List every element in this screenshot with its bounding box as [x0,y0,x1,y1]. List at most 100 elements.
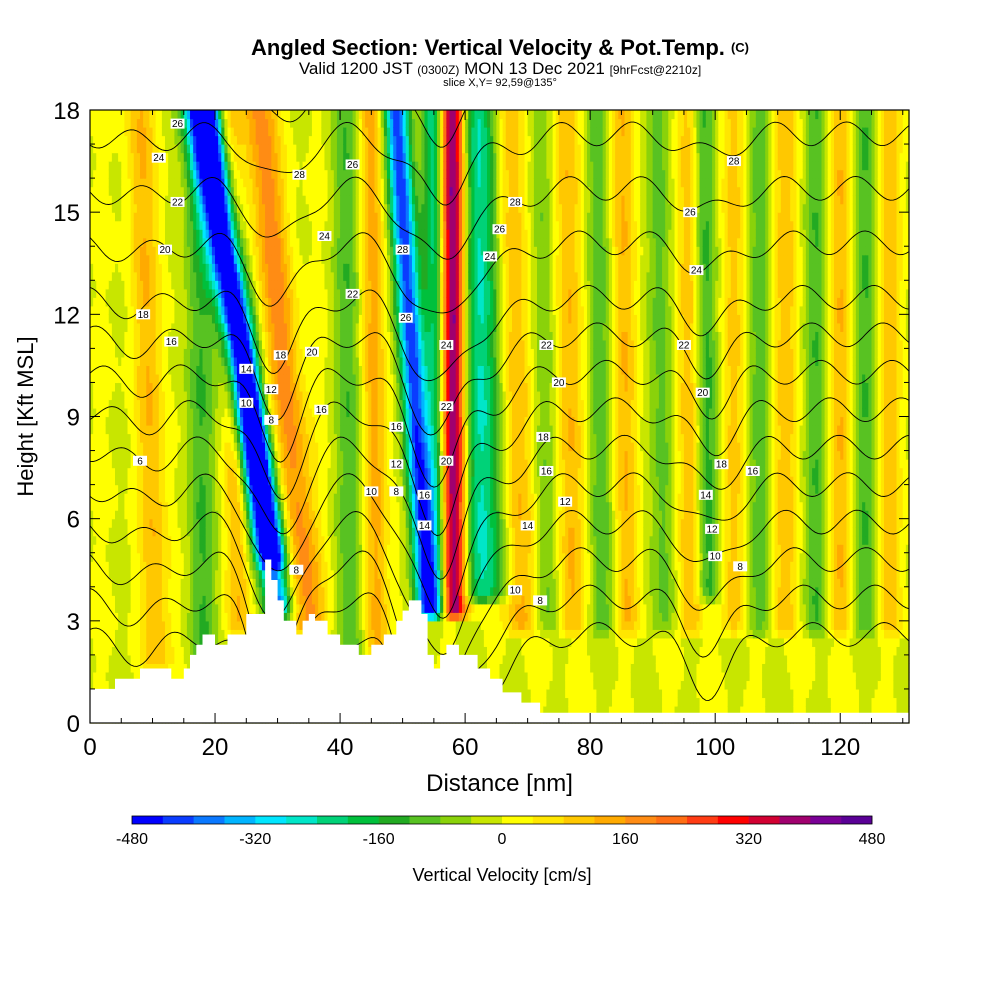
heatmap-cell [193,390,197,401]
heatmap-cell [215,561,219,571]
heatmap-cell [230,382,235,392]
heatmap-cell [99,671,104,682]
heatmap-cell [140,297,144,307]
heatmap-cell [121,110,125,120]
heatmap-cell [221,416,226,426]
heatmap-cell [171,663,175,673]
heatmap-cell [218,450,222,460]
heatmap-cell [190,271,194,281]
heatmap-cell [224,484,229,494]
heatmap-cell [155,246,160,256]
heatmap-cell [233,603,238,613]
heatmap-cell [146,220,150,230]
heatmap-cell [111,212,116,222]
heatmap-cell [243,629,247,639]
heatmap-cell [130,263,135,273]
heatmap-cell [205,629,210,639]
heatmap-cell [233,586,238,596]
heatmap-cell [202,339,207,349]
heatmap-cell [143,263,147,273]
heatmap-cell [227,629,232,639]
heatmap-cell [133,603,138,613]
heatmap-cell [193,314,197,324]
heatmap-cell [233,467,238,477]
heatmap-cell [133,586,138,596]
heatmap-cell [108,178,113,188]
heatmap-cell [149,382,154,392]
heatmap-cell [236,612,241,622]
heatmap-cell [124,254,129,264]
heatmap-cell [183,527,188,537]
heatmap-cell [243,186,247,196]
heatmap-cell [221,169,226,179]
heatmap-cell [196,220,201,230]
heatmap-cell [99,373,104,384]
heatmap-cell [230,442,235,452]
heatmap-cell [177,433,182,443]
heatmap-cell [102,322,107,332]
heatmap-cell [158,620,163,630]
heatmap-cell [224,144,229,154]
heatmap-cell [127,127,132,137]
heatmap-cell [230,365,235,375]
heatmap-cell [118,280,122,290]
heatmap-cell [93,501,97,511]
heatmap-cell [140,382,144,392]
heatmap-cell [193,271,197,281]
heatmap-cell [152,212,157,222]
heatmap-cell [183,263,188,273]
heatmap-cell [227,229,232,239]
heatmap-cell [186,110,191,120]
heatmap-cell [111,195,116,205]
heatmap-cell [93,603,97,613]
heatmap-cell [130,654,135,664]
heatmap-cell [236,331,241,341]
heatmap-cell [155,467,160,477]
heatmap-cell [140,229,144,239]
heatmap-cell [105,671,110,682]
heatmap-cell [96,254,100,264]
heatmap-cell [186,169,191,179]
heatmap-cell [180,450,185,460]
heatmap-cell [240,271,244,281]
heatmap-cell [224,595,229,605]
heatmap-cell [136,322,141,332]
heatmap-cell [146,552,150,562]
heatmap-cell [180,280,185,290]
heatmap-cell [190,297,194,307]
heatmap-cell [146,407,150,418]
heatmap-cell [149,237,154,247]
heatmap-cell [221,552,226,562]
heatmap-cell [96,297,100,307]
heatmap-cell [186,484,191,494]
heatmap-cell [108,339,113,349]
heatmap-cell [111,263,116,273]
heatmap-cell [171,382,175,392]
heatmap-cell [180,595,185,605]
heatmap-cell [196,390,201,401]
heatmap-cell [93,569,97,579]
heatmap-cell [233,501,238,511]
heatmap-cell [199,322,204,332]
heatmap-cell [158,501,163,511]
heatmap-cell [208,237,213,247]
heatmap-cell [246,535,251,545]
heatmap-cell [118,127,122,137]
heatmap-cell [190,118,194,128]
heatmap-cell [196,297,201,307]
heatmap-cell [215,569,219,579]
heatmap-cell [246,476,251,486]
heatmap-cell [143,561,147,571]
heatmap-cell [174,348,179,358]
heatmap-cell [130,569,135,579]
heatmap-cell [215,603,219,613]
heatmap-cell [193,110,197,120]
heatmap-cell [174,212,179,222]
heatmap-cell [174,407,179,418]
heatmap-cell [224,229,229,239]
heatmap-cell [174,527,179,537]
heatmap-cell [243,254,247,264]
heatmap-cell [183,654,188,664]
heatmap-cell [133,280,138,290]
heatmap-cell [136,484,141,494]
